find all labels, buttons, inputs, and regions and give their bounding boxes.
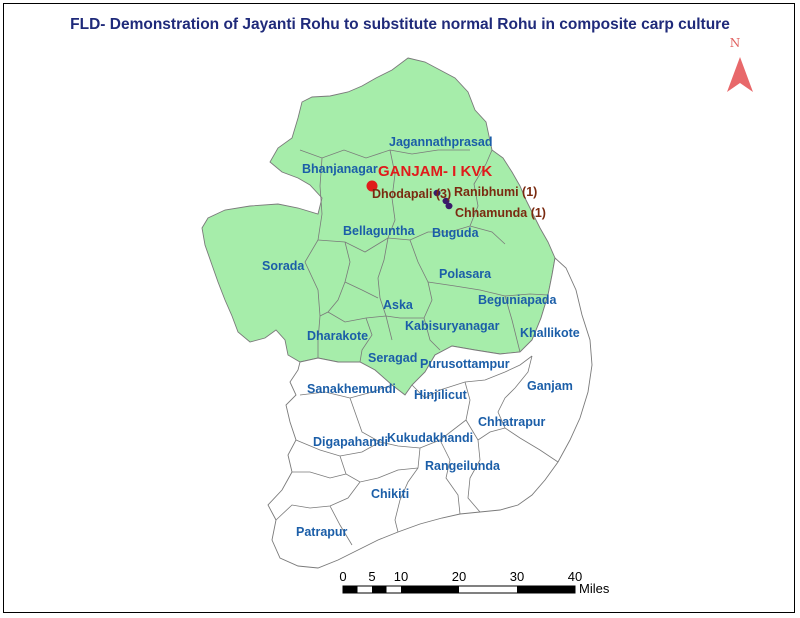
block-label: Purusottampur — [420, 357, 510, 371]
block-label: Bhanjanagar — [302, 162, 378, 176]
block-label: Sorada — [262, 259, 305, 273]
block-label: Buguda — [432, 226, 480, 240]
highlighted-region — [201, 57, 556, 396]
block-label: Chhatrapur — [478, 415, 546, 429]
block-boundaries — [275, 149, 559, 546]
scale-segment — [343, 586, 358, 593]
block-label: Polasara — [439, 267, 492, 281]
village-label: Dhodapali (3) — [372, 187, 451, 201]
scale-segment — [401, 586, 459, 593]
village-label: Ranibhumi (1) — [454, 185, 537, 199]
scale-tick: 5 — [368, 569, 375, 584]
kvk-label: GANJAM- I KVK — [378, 163, 492, 180]
village-label: Chhamunda (1) — [455, 206, 546, 220]
block-label: Jagannathprasad — [389, 135, 493, 149]
block-label: Patrapur — [296, 525, 348, 539]
block-label: Kukudakhandi — [387, 431, 473, 445]
village-marker — [433, 189, 441, 197]
block-label: Aska — [383, 298, 414, 312]
village-marker — [445, 202, 453, 210]
scale-tick: 10 — [394, 569, 408, 584]
block-label: Sanakhemundi — [307, 382, 396, 396]
scale-segment — [372, 586, 387, 593]
block-label: Seragad — [368, 351, 417, 365]
non-highlighted-region — [267, 257, 593, 569]
north-arrow-icon — [727, 57, 753, 92]
block-labels: Jagannathprasad Bhanjanagar Bellaguntha … — [262, 135, 580, 539]
block-label: Dharakote — [307, 329, 368, 343]
kvk-marker — [366, 180, 378, 192]
north-arrow: N — [727, 36, 753, 92]
scale-tick: 40 — [568, 569, 582, 584]
block-label: Kabisuryanagar — [405, 319, 500, 333]
scale-bar: 0 5 10 20 30 40 Miles — [339, 569, 609, 596]
block-label: Beguniapada — [478, 293, 558, 307]
block-label: Chikiti — [371, 487, 409, 501]
village-markers — [433, 189, 453, 210]
block-label: Hinjilicut — [414, 388, 468, 402]
scale-segment — [517, 586, 575, 593]
block-label: Digapahandi — [313, 435, 388, 449]
scale-tick: 30 — [510, 569, 524, 584]
north-label: N — [730, 36, 741, 50]
scale-tick: 0 — [339, 569, 346, 584]
block-label: Bellaguntha — [343, 224, 416, 238]
block-label: Ganjam — [527, 379, 573, 393]
block-label: Khallikote — [520, 326, 580, 340]
scale-tick: 20 — [452, 569, 466, 584]
map-title: FLD- Demonstration of Jayanti Rohu to su… — [70, 16, 730, 33]
village-marker — [442, 197, 450, 205]
scale-unit: Miles — [579, 581, 610, 596]
block-label: Rangeilunda — [425, 459, 501, 473]
